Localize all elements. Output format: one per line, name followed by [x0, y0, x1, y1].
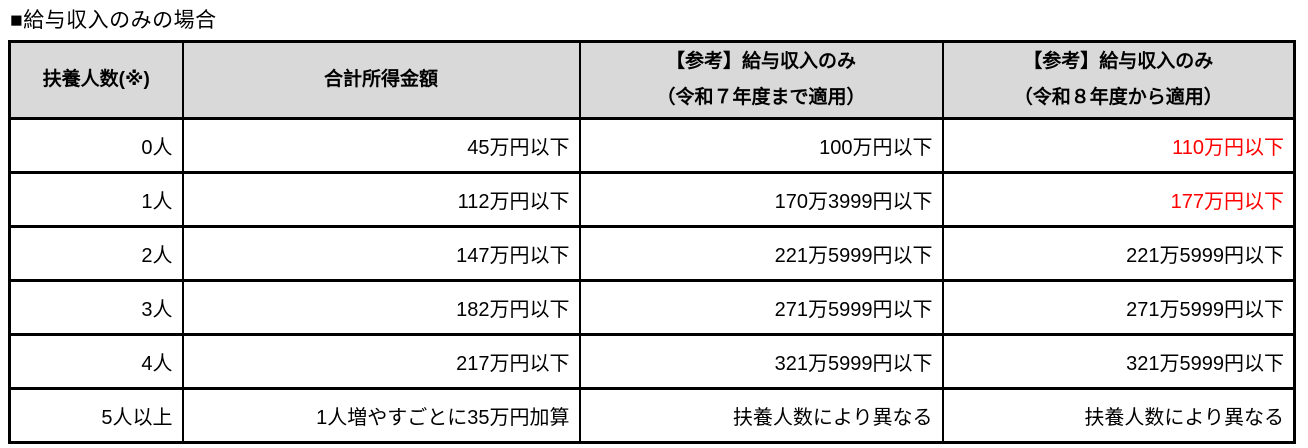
header-row: 扶養人数(※) 合計所得金額 【参考】給与収入のみ （令和７年度まで適用） 【参…	[8, 40, 1296, 121]
income-limit-table: 扶養人数(※) 合計所得金額 【参考】給与収入のみ （令和７年度まで適用） 【参…	[8, 40, 1296, 445]
cell-dependents: 1人	[8, 171, 184, 229]
page-title: ■給与収入のみの場合	[10, 9, 217, 32]
cell-dependents: 3人	[8, 279, 184, 337]
cell-salary-r8: 扶養人数により異なる	[941, 387, 1296, 445]
cell-total-income: 45万円以下	[181, 117, 581, 175]
col-header-salary-r7-line2: （令和７年度まで適用）	[656, 87, 866, 109]
cell-salary-r8: 271万5999円以下	[941, 279, 1296, 337]
table-row: 0人 45万円以下 100万円以下 110万円以下	[8, 117, 1296, 175]
cell-dependents: 0人	[8, 117, 184, 175]
cell-salary-r7: 100万円以下	[578, 117, 944, 175]
table-row: 1人 112万円以下 170万3999円以下 177万円以下	[8, 171, 1296, 229]
cell-salary-r7: 170万3999円以下	[578, 171, 944, 229]
col-header-salary-r8: 【参考】給与収入のみ （令和８年度から適用）	[941, 40, 1296, 121]
cell-total-income: 182万円以下	[181, 279, 581, 337]
cell-total-income: 112万円以下	[181, 171, 581, 229]
cell-dependents: 4人	[8, 333, 184, 391]
cell-salary-r8: 321万5999円以下	[941, 333, 1296, 391]
cell-salary-r7: 321万5999円以下	[578, 333, 944, 391]
table-row: 5人以上 1人増やすごとに35万円加算 扶養人数により異なる 扶養人数により異な…	[8, 387, 1296, 445]
col-header-salary-r7-line1: 【参考】給与収入のみ	[665, 51, 856, 72]
cell-total-income: 147万円以下	[181, 225, 581, 283]
col-header-total-income: 合計所得金額	[181, 40, 581, 121]
table-row: 4人 217万円以下 321万5999円以下 321万5999円以下	[8, 333, 1296, 391]
col-header-salary-r8-line1: 【参考】給与収入のみ	[1023, 51, 1214, 72]
table-row: 2人 147万円以下 221万5999円以下 221万5999円以下	[8, 225, 1296, 283]
cell-salary-r7: 271万5999円以下	[578, 279, 944, 337]
cell-dependents: 2人	[8, 225, 184, 283]
cell-total-income: 1人増やすごとに35万円加算	[181, 387, 581, 445]
cell-salary-r8: 177万円以下	[941, 171, 1296, 229]
cell-total-income: 217万円以下	[181, 333, 581, 391]
col-header-dependents: 扶養人数(※)	[8, 40, 184, 121]
table-row: 3人 182万円以下 271万5999円以下 271万5999円以下	[8, 279, 1296, 337]
cell-dependents: 5人以上	[8, 387, 184, 445]
col-header-salary-r7: 【参考】給与収入のみ （令和７年度まで適用）	[578, 40, 944, 121]
cell-salary-r8: 221万5999円以下	[941, 225, 1296, 283]
col-header-salary-r8-line2: （令和８年度から適用）	[1013, 87, 1223, 109]
cell-salary-r8: 110万円以下	[941, 117, 1296, 175]
cell-salary-r7: 扶養人数により異なる	[578, 387, 944, 445]
cell-salary-r7: 221万5999円以下	[578, 225, 944, 283]
